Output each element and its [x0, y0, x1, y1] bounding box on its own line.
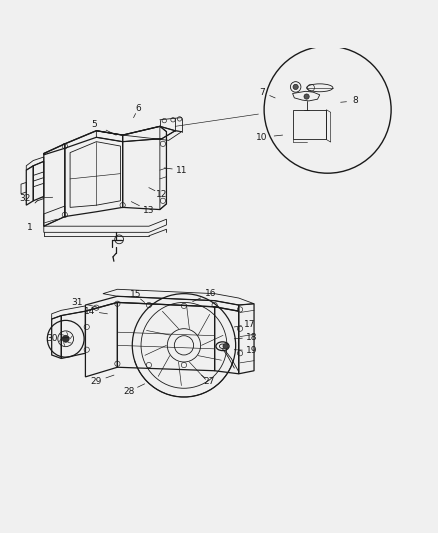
Text: 10: 10: [256, 133, 268, 142]
Text: 32: 32: [20, 194, 31, 203]
Text: 7: 7: [259, 87, 265, 96]
Circle shape: [293, 84, 298, 90]
Text: 31: 31: [71, 298, 82, 307]
Text: 30: 30: [46, 334, 57, 343]
Text: 18: 18: [246, 333, 258, 342]
Text: 14: 14: [84, 306, 95, 316]
Text: 13: 13: [143, 206, 155, 215]
Text: 29: 29: [91, 377, 102, 386]
Circle shape: [62, 335, 69, 342]
Text: 27: 27: [204, 377, 215, 386]
Circle shape: [304, 94, 309, 99]
Text: 16: 16: [205, 289, 216, 298]
Text: 5: 5: [91, 119, 97, 128]
Text: 6: 6: [135, 104, 141, 114]
Text: 11: 11: [176, 166, 187, 175]
Text: 8: 8: [352, 96, 358, 106]
Text: 28: 28: [124, 387, 135, 396]
Text: 19: 19: [246, 346, 258, 355]
Text: 12: 12: [156, 190, 168, 199]
Text: 1: 1: [27, 223, 33, 231]
Circle shape: [223, 344, 228, 349]
Text: 15: 15: [130, 290, 141, 300]
Text: 17: 17: [244, 320, 255, 329]
